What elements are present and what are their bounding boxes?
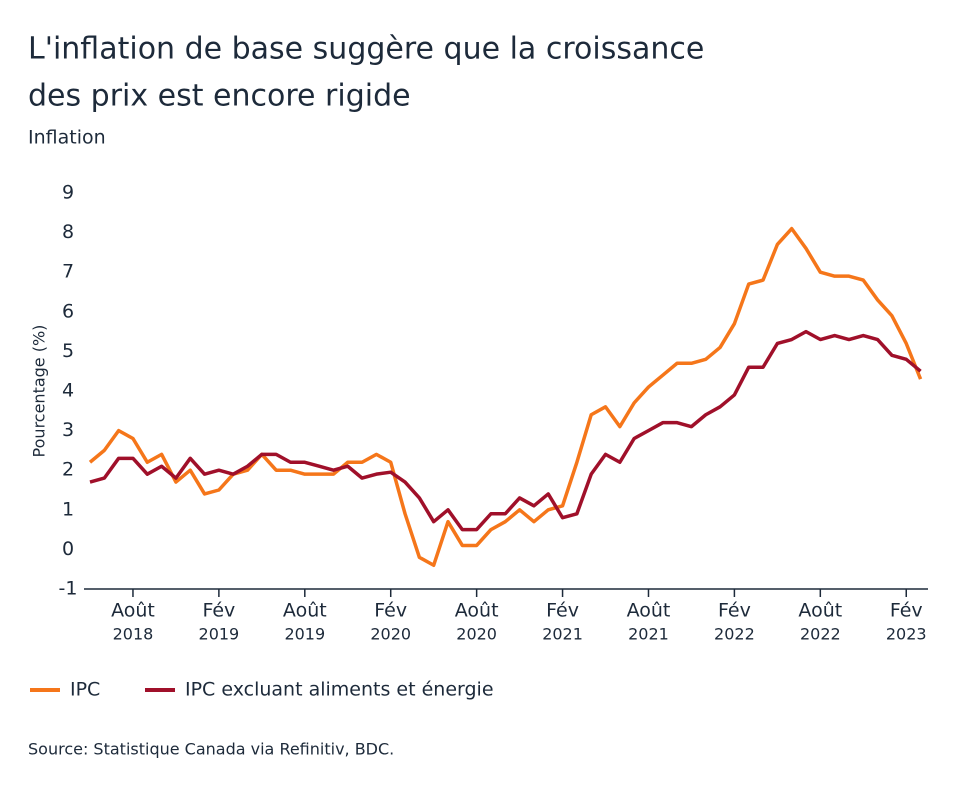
x-tick-label: Août [455, 600, 499, 622]
x-tick-label: 2021 [542, 625, 583, 644]
y-tick-label: 7 [62, 261, 74, 283]
x-tick-label: 2020 [456, 625, 497, 644]
y-tick-label: 0 [62, 538, 74, 560]
x-tick-label: 2023 [886, 625, 927, 644]
x-tick-label: Fév [546, 600, 579, 622]
x-tick-label: 2022 [800, 625, 841, 644]
x-tick-label: 2020 [370, 625, 411, 644]
series-line [89, 329, 922, 532]
y-tick-label: 2 [62, 459, 74, 481]
x-tick-label: Fév [202, 600, 235, 622]
x-tick-label: Août [283, 600, 327, 622]
source: Source: Statistique Canada via Refinitiv… [28, 740, 394, 759]
y-tick-label: 4 [62, 380, 74, 402]
x-tick-label: Fév [718, 600, 751, 622]
chart-title: des prix est encore rigide [28, 79, 411, 114]
y-tick-label: 8 [62, 221, 74, 243]
x-tick-label: 2018 [113, 625, 154, 644]
y-tick-label: 1 [62, 498, 74, 520]
legend-label: IPC excluant aliments et énergie [185, 679, 494, 701]
series-line [88, 226, 923, 567]
y-tick-label: 9 [62, 182, 74, 204]
y-axis-label: Pourcentage (%) [30, 325, 49, 458]
x-tick-label: Août [798, 600, 842, 622]
chart-title: L'inflation de base suggère que la crois… [28, 32, 704, 67]
x-tick-label: Août [627, 600, 671, 622]
chart-subtitle: Inflation [28, 127, 106, 149]
x-tick-label: Fév [890, 600, 923, 622]
y-tick-label: -1 [59, 578, 78, 600]
x-tick-label: 2021 [628, 625, 669, 644]
legend-label: IPC [70, 679, 100, 701]
y-tick-label: 6 [62, 300, 74, 322]
x-tick-label: 2022 [714, 625, 755, 644]
y-tick-label: 3 [62, 419, 74, 441]
x-tick-label: Fév [374, 600, 407, 622]
x-tick-label: 2019 [199, 625, 240, 644]
y-tick-label: 5 [62, 340, 74, 362]
x-tick-label: 2019 [284, 625, 325, 644]
x-tick-label: Août [111, 600, 155, 622]
